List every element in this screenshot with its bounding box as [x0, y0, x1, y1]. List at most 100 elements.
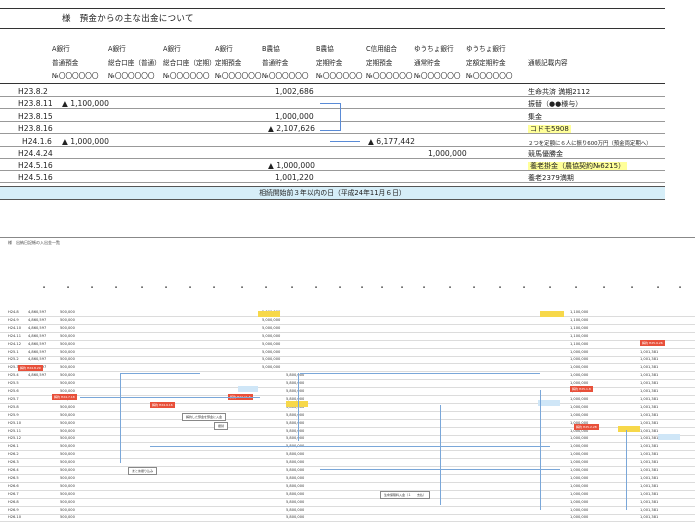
- column-type: 総合口座（定期）: [163, 59, 216, 67]
- transfer-connector: [298, 373, 299, 441]
- bottom-row-rule: [0, 418, 695, 420]
- bottom-cell: 4,860,597: [28, 341, 47, 346]
- row-rule: [0, 121, 665, 122]
- bottom-cell: 500,000: [60, 381, 75, 386]
- bottom-col-header: ▪: [212, 285, 216, 289]
- bottom-row-date: H25.10: [8, 420, 21, 425]
- redemption-label: 解約 H25.2.28: [574, 424, 599, 430]
- bottom-cell: 5,800,000: [286, 373, 305, 378]
- bottom-row-date: H25.2: [8, 357, 19, 362]
- bottom-row-rule: [0, 379, 695, 381]
- bottom-cell: 500,000: [60, 357, 75, 362]
- bottom-cell: 4,860,597: [28, 357, 47, 362]
- bottom-cell: 1,000,000: [570, 404, 589, 409]
- bottom-row-date: H25.9: [8, 412, 19, 417]
- bottom-row-date: H24.10: [8, 325, 21, 330]
- column-bank: B農協: [262, 45, 280, 53]
- bottom-cell: 1,000,000: [570, 381, 589, 386]
- bottom-cell: 5,800,000: [286, 389, 305, 393]
- bottom-cell: 500,000: [60, 333, 75, 338]
- bottom-row-date: H25.8: [8, 404, 19, 409]
- row-note: 生命共済 満期2112: [528, 88, 591, 96]
- bottom-cell: 500,000: [60, 491, 75, 496]
- bottom-cell: 1,001,381: [640, 381, 659, 386]
- highlight-cell: [258, 311, 280, 317]
- column-type: 総合口座（普通）: [108, 59, 161, 67]
- column-bank: A銀行: [163, 45, 181, 53]
- bottom-cell: 1,000,000: [570, 349, 589, 354]
- bottom-col-header: ▪: [290, 285, 294, 289]
- bottom-cell: 500,000: [60, 412, 75, 417]
- bottom-col-header: ▪: [264, 285, 268, 289]
- bottom-row-date: H25.1: [8, 349, 19, 354]
- transfer-connector: [120, 373, 121, 463]
- row-date: H24.1.6: [22, 137, 52, 146]
- bottom-cell: 1,000,000: [570, 483, 589, 488]
- bottom-cell: 1,001,381: [640, 452, 659, 457]
- bottom-row-rule: [0, 410, 695, 412]
- column-account: №〇〇〇〇〇〇: [215, 72, 262, 80]
- column-type: 普通貯金: [262, 59, 289, 67]
- bottom-row-rule: [0, 331, 695, 333]
- bottom-cell: 5,800,000: [286, 420, 305, 425]
- bottom-cell: 500,000: [60, 468, 75, 472]
- bottom-cell: 5,800,000: [286, 499, 305, 504]
- column-type: 定額定期貯金: [466, 59, 506, 67]
- bottom-cell: 5,000,000: [262, 325, 281, 330]
- column-bank: ゆうちょ銀行: [414, 45, 454, 53]
- column-type: 普通預金: [52, 59, 79, 67]
- bottom-col-header: ▪: [472, 285, 476, 289]
- row-amount: 1,000,000: [428, 149, 467, 158]
- bottom-row-date: H25.5: [8, 381, 19, 386]
- transfer-connector: [330, 141, 360, 142]
- bottom-cell: 1,100,000: [570, 325, 589, 330]
- bottom-col-header: ▪: [140, 285, 144, 289]
- bottom-col-header: ▪: [380, 285, 384, 289]
- bottom-col-header: ▪: [66, 285, 70, 289]
- column-type: 定期預金: [215, 59, 242, 67]
- bottom-cell: 1,001,381: [640, 460, 659, 465]
- bottom-row-rule: [0, 458, 695, 460]
- bottom-row-rule: [0, 442, 695, 444]
- row-amount: ▲ 1,000,000: [268, 161, 315, 170]
- bottom-cell: 1,000,000: [570, 412, 589, 417]
- bottom-cell: 1,001,381: [640, 507, 659, 512]
- bottom-row-rule: [0, 339, 695, 341]
- bottom-col-header: ▪: [678, 285, 682, 289]
- row-amount: 1,001,220: [275, 173, 314, 182]
- bottom-row-date: H26.3: [8, 460, 19, 465]
- bottom-row-date: H25.7: [8, 396, 19, 401]
- bottom-col-header: ▪: [188, 285, 192, 289]
- row-note: 集金: [528, 113, 542, 121]
- column-bank: ゆうちょ銀行: [466, 45, 506, 53]
- bottom-row-date: H26.4: [8, 468, 19, 472]
- bottom-cell: 1,000,000: [570, 515, 589, 520]
- transfer-connector: [300, 373, 540, 374]
- column-account: №〇〇〇〇〇〇: [108, 72, 155, 80]
- annotation-note: 生命保険料入金（１ 支払）: [380, 491, 431, 499]
- bottom-row-date: H26.9: [8, 507, 19, 512]
- column-type: 通常貯金: [414, 59, 441, 67]
- bottom-cell: 4,860,597: [28, 349, 47, 354]
- bottom-cell: 5,000,000: [262, 365, 281, 370]
- bottom-row-rule: [0, 371, 695, 373]
- row-amount: 1,000,000: [275, 112, 314, 121]
- bottom-row-rule: [0, 347, 695, 349]
- bottom-row-date: H26.1: [8, 444, 19, 449]
- bottom-cell: 1,001,381: [640, 444, 659, 449]
- transfer-connector: [540, 390, 541, 510]
- annotation-note: 解約した預金を預金に入金: [182, 413, 227, 421]
- transfer-connector: [80, 397, 260, 398]
- bottom-row-date: H25.6: [8, 389, 19, 393]
- bottom-cell: 500,000: [60, 341, 75, 346]
- bottom-cell: 500,000: [60, 475, 75, 480]
- bottom-cell: 1,100,000: [570, 341, 589, 346]
- bottom-col-header: ▪: [400, 285, 404, 289]
- bottom-col-header: ▪: [338, 285, 342, 289]
- column-bank: A銀行: [215, 45, 233, 53]
- bottom-cell: 500,000: [60, 483, 75, 488]
- transfer-connector: [150, 446, 550, 447]
- bottom-cell: 1,000,000: [570, 475, 589, 480]
- bottom-cell: 4,860,597: [28, 373, 47, 378]
- bottom-col-header: ▪: [602, 285, 606, 289]
